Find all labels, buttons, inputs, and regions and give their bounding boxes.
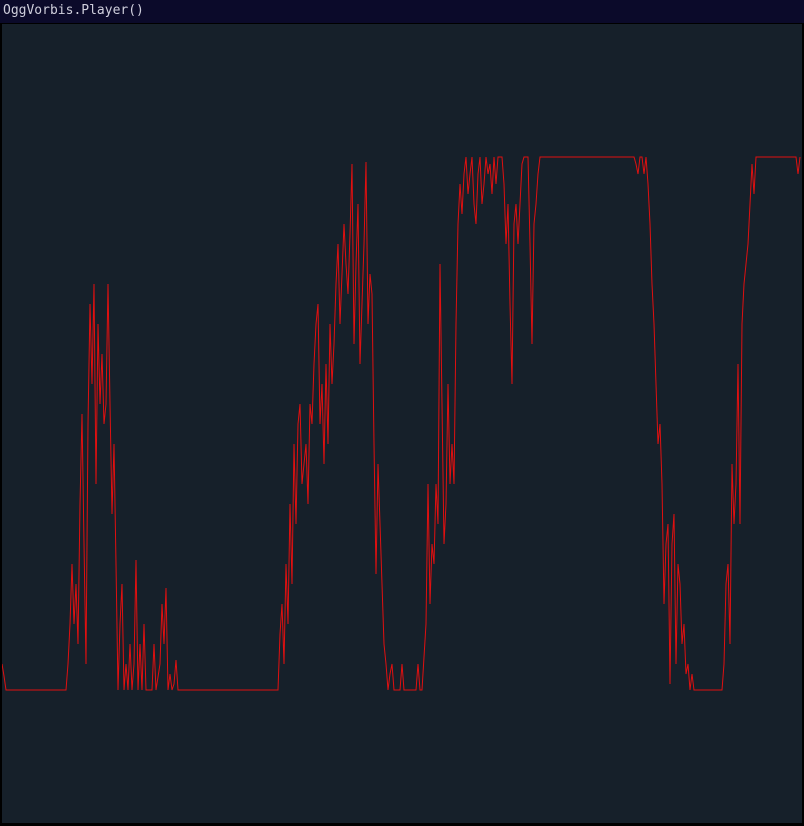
waveform-visualizer [2, 156, 801, 691]
window-title: OggVorbis.Player() [3, 3, 144, 18]
title-bar[interactable]: OggVorbis.Player() [0, 0, 804, 23]
visualizer-canvas [2, 24, 802, 823]
waveform-trace [2, 156, 801, 691]
